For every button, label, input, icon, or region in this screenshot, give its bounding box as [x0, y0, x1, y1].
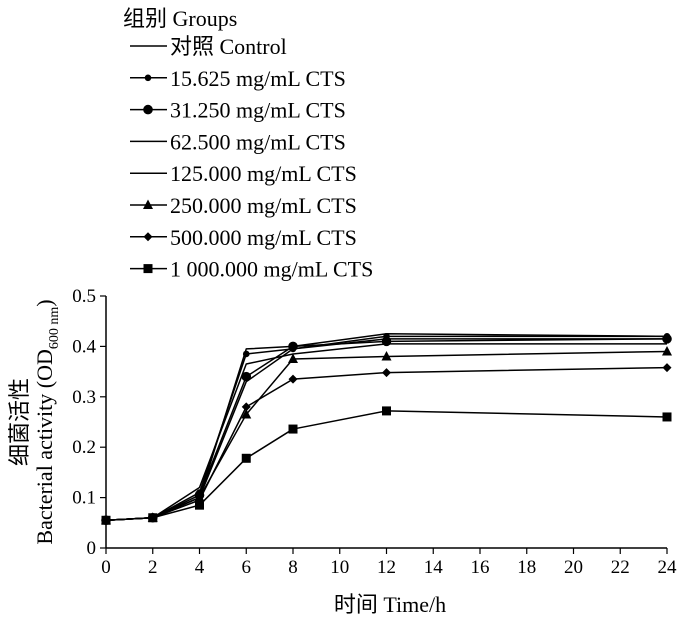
legend-marker-3 — [143, 104, 153, 115]
data-point-series-8 — [241, 453, 251, 463]
y-axis-title-en-prefix: Bacterial activity (OD — [32, 349, 57, 544]
legend-label-2: 15.625 mg/mL CTS — [170, 66, 346, 91]
data-point-series-7 — [662, 363, 672, 373]
data-point-series-3 — [241, 371, 252, 382]
data-point-series-8 — [382, 406, 391, 416]
x-tick-label: 10 — [330, 557, 349, 578]
data-point-series-7 — [288, 374, 298, 384]
y-axis-title-cn: 细菌活性 — [7, 378, 32, 466]
y-axis-title-cn-group: 细菌活性 — [7, 378, 32, 466]
y-axis-title-en-group: Bacterial activity (OD600 nm) — [32, 299, 62, 544]
legend-marker-6 — [143, 199, 153, 209]
legend-marker-7 — [143, 232, 153, 242]
data-point-series-7 — [241, 402, 251, 412]
data-point-series-8 — [101, 515, 111, 525]
x-tick-label: 22 — [611, 557, 630, 578]
y-tick-label: 0.5 — [72, 286, 96, 307]
y-tick-label: 0.3 — [72, 387, 96, 408]
x-tick-label: 20 — [564, 557, 583, 578]
x-tick-label: 0 — [101, 557, 111, 578]
series-line-1 — [105, 333, 668, 522]
x-tick-label: 2 — [148, 557, 158, 578]
y-tick-label: 0.2 — [72, 437, 96, 458]
data-point-series-8 — [148, 513, 158, 523]
legend-label-4: 62.500 mg/mL CTS — [170, 129, 346, 154]
series-lines — [105, 333, 668, 522]
legend: 组别 Groups 对照 Control 15.625 mg/mL CTS 31.2… — [123, 6, 373, 282]
legend-label-5: 125.000 mg/mL CTS — [170, 161, 357, 186]
legend-label-7: 500.000 mg/mL CTS — [170, 225, 357, 250]
legend-marker-2 — [144, 74, 152, 82]
x-tick-label: 4 — [195, 557, 205, 578]
y-axis-title-en-suffix: ) — [32, 299, 57, 306]
data-point-series-8 — [288, 424, 298, 434]
data-point-series-6 — [662, 345, 672, 356]
data-point-series-8 — [195, 500, 204, 510]
data-point-series-2 — [242, 350, 250, 358]
legend-label-3: 31.250 mg/mL CTS — [170, 98, 346, 123]
data-point-series-3 — [662, 334, 672, 344]
data-point-series-6 — [241, 408, 252, 419]
x-tick-label: 18 — [517, 557, 536, 578]
y-tick-label: 0.1 — [72, 488, 96, 509]
y-tick-label: 0.4 — [72, 336, 96, 357]
x-tick-label: 6 — [242, 557, 252, 578]
legend-title: 组别 Groups — [123, 6, 237, 31]
x-tick-label: 12 — [377, 557, 396, 578]
y-axis-title-en: Bacterial activity (OD600 nm) — [32, 299, 62, 544]
data-point-series-6 — [288, 353, 298, 363]
y-tick-label: 0 — [87, 538, 97, 559]
x-tick-label: 16 — [471, 557, 490, 578]
x-tick-label: 14 — [424, 557, 444, 578]
data-point-series-8 — [662, 412, 672, 422]
data-point-series-3 — [288, 341, 298, 352]
x-tick-label: 8 — [288, 557, 298, 578]
y-axis-title-en-sub: 600 nm — [47, 307, 62, 350]
legend-label-6: 250.000 mg/mL CTS — [170, 193, 357, 218]
data-point-series-6 — [381, 350, 392, 361]
legend-label-1: 对照 Control — [170, 34, 287, 59]
legend-marker-8 — [143, 264, 153, 274]
x-axis-title: 时间 Time/h — [334, 592, 446, 617]
data-point-series-3 — [381, 336, 392, 347]
series-markers — [101, 333, 672, 526]
x-axis-ticks: 0 2 4 6 8 10 12 14 16 18 20 22 24 — [101, 548, 677, 578]
y-axis-ticks: 0 0.1 0.2 0.3 0.4 0.5 — [72, 286, 106, 559]
data-point-series-7 — [382, 368, 391, 378]
legend-label-8: 1 000.000 mg/mL CTS — [170, 257, 373, 282]
x-tick-label: 24 — [658, 557, 678, 578]
